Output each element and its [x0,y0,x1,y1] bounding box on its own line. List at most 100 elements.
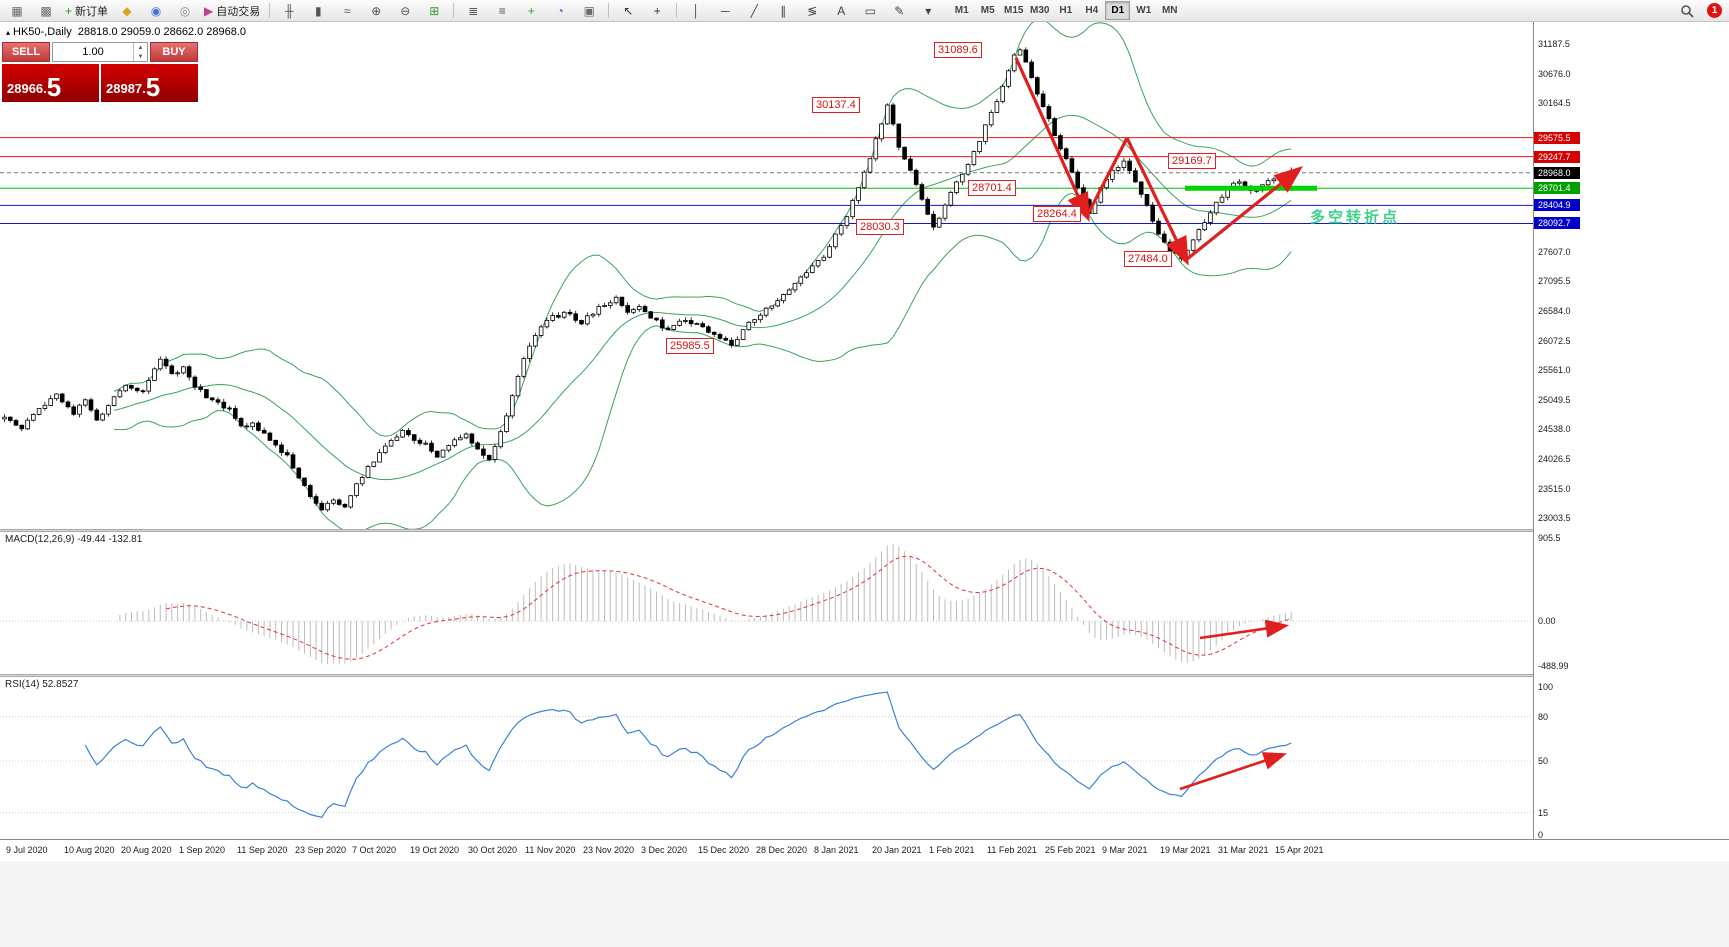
new-order-button[interactable]: + 新订单 [61,1,112,21]
arrange-group: ≣ ≡ + ◔ ▣ [459,1,603,21]
toolbar-right: 1 [1673,1,1726,21]
buy-price-panel[interactable]: 28987. 5 [101,64,198,102]
new-order-button: + [65,3,73,18]
label-button[interactable]: ▭ [856,1,884,21]
time-axis-label: 7 Oct 2020 [352,845,397,855]
search-button[interactable] [1673,1,1701,21]
cursor-button[interactable]: ↖ [614,1,642,21]
autotrade-button[interactable]: ▶ 自动交易 [200,1,264,21]
price-tick-label: 31187.5 [1538,39,1570,49]
macd-header: MACD(12,26,9) -49.44 -132.81 [5,534,143,545]
time-axis-label: 9 Jul 2020 [6,845,48,855]
zoom-in-button[interactable]: ⊕ [362,1,390,21]
bar-chart-button[interactable]: ╫ [275,1,303,21]
notification-badge[interactable]: 1 [1707,3,1722,18]
rsi-tick-label: 15 [1538,808,1549,818]
text-icon: A [837,3,846,18]
macd-rsi-splitter[interactable] [0,674,1729,677]
line-chart-button[interactable]: ≈ [333,1,361,21]
buy-button[interactable]: BUY [150,42,198,62]
time-axis[interactable]: 9 Jul 2020 10 Aug 2020 20 Aug 2020 1 Sep 20… [0,839,1729,861]
price-axis[interactable]: 31187.5 30676.0 30164.5 27607.0 27095.5 26584… [1533,22,1729,840]
volume-field[interactable]: 1.00 ▲ ▼ [52,42,148,62]
main-toolbar: ▦ ▩ + 新订单 ◆ ◉ ◎ ▶ 自动交易 ╫ ▮ ≈ ⊕ ⊖ ⊞ ≣ ≡ + ◔ ▣ ↖ + │ ─ ╱ ∥ ≶ A ▭ ✎ ▾ M1 M… [0,0,1729,22]
timeframe-w1[interactable]: W1 [1136,5,1152,16]
history-center-icon: ◆ [122,3,132,18]
hline-button[interactable]: ─ [711,1,739,21]
level-price-label: 28092.7 [1534,217,1580,229]
time-axis-label: 25 Feb 2021 [1045,845,1096,855]
volume-value[interactable]: 1.00 [82,46,104,58]
time-axis-label: 11 Feb 2021 [987,845,1037,855]
candle-chart-button[interactable]: ▮ [304,1,332,21]
charttype-group: ╫ ▮ ≈ [275,1,361,21]
period-clock-button[interactable]: ◔ [546,1,574,21]
rsi-tick-label: 0 [1538,830,1544,840]
history-center-button[interactable]: ◆ [113,1,141,21]
macd-canvas [0,544,1533,664]
volume-down-icon[interactable]: ▼ [137,53,144,60]
sell-button[interactable]: SELL [2,42,50,62]
timeframe-mn[interactable]: MN [1161,5,1178,16]
tile-windows-button[interactable]: ⊞ [420,1,448,21]
template-button[interactable]: ▣ [575,1,603,21]
toolbar-separator [676,3,678,18]
fibonacci-icon: ≶ [807,3,818,18]
price-tick-label: 26584.0 [1538,306,1571,316]
tile-group: ⊞ [420,1,448,21]
price-callout: 31089.6 [934,42,982,58]
accounts-icon: ◉ [150,3,162,18]
zoom-out-button[interactable]: ⊖ [391,1,419,21]
autotrade-button: ▶ [204,3,214,18]
candlestick-chart-canvas [0,22,1533,529]
time-axis-label: 31 Mar 2021 [1218,845,1269,855]
new-chart-button[interactable]: ▦ [3,1,31,21]
timeframe-m30[interactable]: M30 [1030,5,1050,16]
bottom-filler [0,860,1729,947]
sell-price-panel[interactable]: 28966. 5 [2,64,99,102]
level-price-label: 28701.4 [1534,182,1580,194]
trendline-button[interactable]: ╱ [740,1,768,21]
arrange-button[interactable]: ≡ [488,1,516,21]
accounts-button[interactable]: ◉ [142,1,170,21]
profiles-icon: ▩ [40,3,52,18]
shapes-icon: ✎ [894,3,905,18]
time-axis-label: 15 Dec 2020 [698,845,750,855]
timeframe-m1[interactable]: M1 [954,5,969,16]
text-button[interactable]: A [827,1,855,21]
profiles-button[interactable]: ▩ [32,1,60,21]
timeframe-m5[interactable]: M5 [980,5,995,16]
new-chart-icon: ▦ [11,3,23,18]
time-axis-label: 1 Feb 2021 [929,845,975,855]
line-chart-icon: ≈ [343,3,351,18]
zoom-out-icon: ⊖ [400,3,411,18]
time-axis-label: 9 Mar 2021 [1102,845,1148,855]
add-indicator-button[interactable]: + [517,1,545,21]
vline-button[interactable]: │ [682,1,710,21]
rsi-tick-label: 80 [1538,712,1549,722]
chart-macd-splitter[interactable] [0,529,1729,532]
timeframe-h4[interactable]: H4 [1085,5,1099,16]
shapes-button[interactable]: ✎ [885,1,913,21]
volume-up-icon[interactable]: ▲ [137,44,144,51]
cascade-button[interactable]: ≣ [459,1,487,21]
rsi-panel: RSI(14) 52.8527 [0,677,1533,839]
crosshair-button[interactable]: + [643,1,671,21]
bar-chart-icon: ╫ [284,3,294,18]
price-callout: 27484.0 [1124,251,1172,267]
cursor-icon: ↖ [623,3,634,18]
timeframe-d1[interactable]: D1 [1105,1,1131,20]
time-axis-label: 28 Dec 2020 [756,845,808,855]
help-button[interactable]: ◎ [171,1,199,21]
level-price-label: 28404.9 [1534,199,1580,211]
time-axis-label: 19 Oct 2020 [410,845,460,855]
channel-button[interactable]: ∥ [769,1,797,21]
price-tick-label: 24538.0 [1538,424,1571,434]
timeframe-h1[interactable]: H1 [1059,5,1073,16]
level-price-label: 29247.7 [1534,151,1580,163]
chart-ohlc-values: 28818.0 29059.0 28662.0 28968.0 [77,26,247,38]
fibonacci-button[interactable]: ≶ [798,1,826,21]
buy-price-main: 28987. [106,81,146,96]
shapes-dropdown-button[interactable]: ▾ [914,1,942,21]
timeframe-m15[interactable]: M15 [1004,5,1024,16]
